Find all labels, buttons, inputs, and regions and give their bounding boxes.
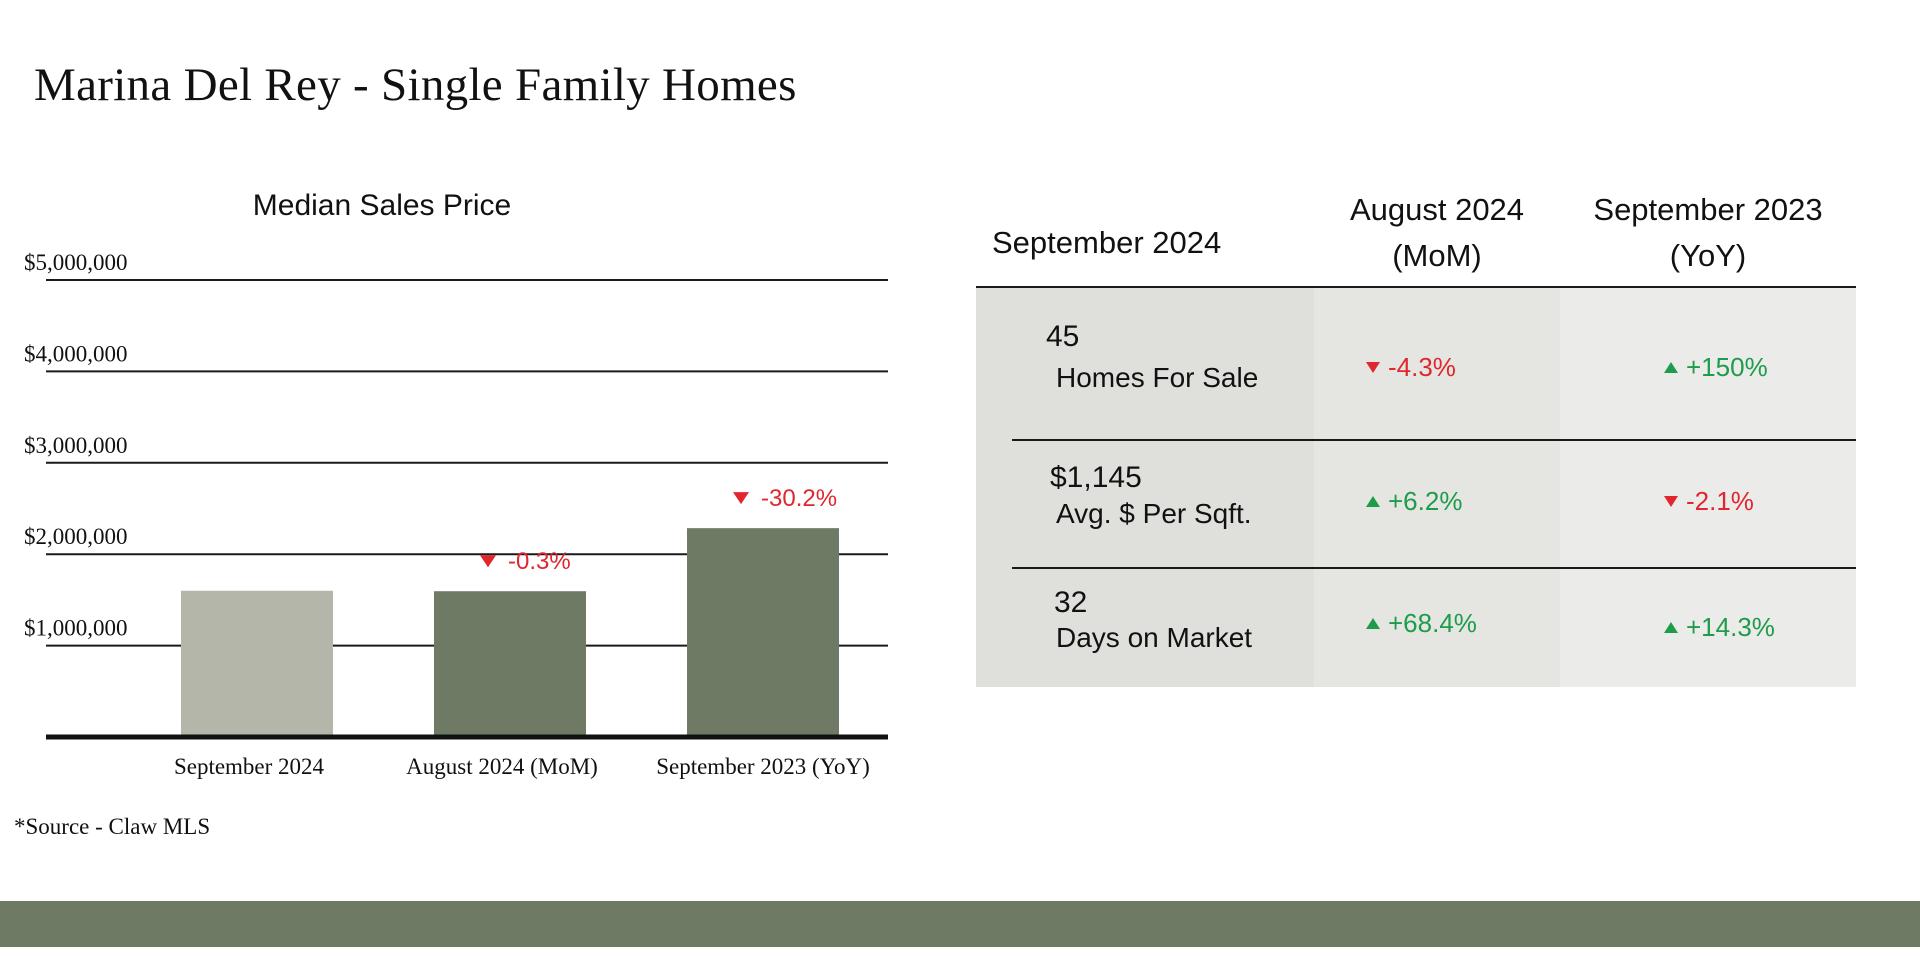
down-arrow-icon — [1664, 496, 1678, 507]
column-mom-bg — [1314, 287, 1560, 687]
y-tick-label: $4,000,000 — [24, 341, 128, 366]
header-current-label: September 2024 — [992, 224, 1222, 260]
metric-label: Homes For Sale — [1056, 362, 1259, 393]
metric-value: 32 — [1054, 586, 1088, 619]
yoy-change-value: -2.1% — [1686, 486, 1754, 516]
header-yoy: September 2023 (YoY) — [1560, 180, 1856, 286]
header-yoy-line2: (YoY) — [1669, 238, 1747, 273]
mom-change-value: -4.3% — [1388, 352, 1456, 382]
source-note: *Source - Claw MLS — [14, 814, 211, 839]
metric-label: Avg. $ Per Sqft. — [1056, 498, 1252, 529]
header-yoy-line1: September 2023 — [1593, 191, 1823, 227]
y-tick-label: $2,000,000 — [24, 524, 128, 549]
row-divider — [1012, 439, 1856, 441]
bar — [434, 591, 586, 737]
mom-change: +68.4% — [1366, 608, 1477, 639]
mom-change: -4.3% — [1366, 352, 1456, 383]
page-title: Marina Del Rey - Single Family Homes — [34, 59, 797, 111]
column-yoy-bg — [1560, 287, 1856, 687]
y-tick-label: $3,000,000 — [24, 433, 128, 458]
up-arrow-icon — [1664, 362, 1678, 373]
bar-delta-label: -0.3% — [508, 548, 571, 575]
up-arrow-icon — [1366, 496, 1380, 507]
row-divider — [1012, 567, 1856, 569]
bar-delta-label: -30.2% — [761, 485, 837, 512]
mom-change-value: +68.4% — [1388, 608, 1477, 638]
header-current-period: September 2024 — [976, 190, 1314, 296]
chart-title: Median Sales Price — [252, 189, 512, 222]
metric-value: 45 — [1046, 320, 1080, 353]
y-tick-label: $1,000,000 — [24, 616, 128, 641]
header-divider — [976, 286, 1856, 288]
yoy-change: -2.1% — [1664, 486, 1754, 517]
yoy-change-value: +150% — [1686, 352, 1768, 382]
down-arrow-icon — [733, 492, 749, 505]
yoy-change-value: +14.3% — [1686, 612, 1775, 642]
yoy-change: +14.3% — [1664, 612, 1775, 643]
x-category-label: September 2024 — [174, 754, 325, 779]
metric-value: $1,145 — [1050, 461, 1142, 494]
up-arrow-icon — [1366, 618, 1380, 629]
market-stats-table: September 2024 August 2024 (MoM) Septemb… — [976, 180, 1856, 690]
up-arrow-icon — [1664, 622, 1678, 633]
metric-label: Days on Market — [1056, 622, 1253, 653]
bar — [181, 590, 333, 737]
column-current-bg — [976, 287, 1314, 687]
median-sales-price-chart: $1,000,000 $2,000,000 $3,000,000 $4,000,000… — [24, 250, 888, 779]
down-arrow-icon — [480, 555, 496, 568]
yoy-change: +150% — [1664, 352, 1768, 383]
down-arrow-icon — [1366, 362, 1380, 373]
mom-change-value: +6.2% — [1388, 486, 1463, 516]
header-mom-line1: August 2024 — [1349, 191, 1525, 227]
bar — [687, 528, 839, 737]
header-mom-line2: (MoM) — [1392, 238, 1482, 273]
x-category-label: August 2024 (MoM) — [406, 754, 598, 779]
y-tick-label: $5,000,000 — [24, 250, 128, 275]
footer-band — [0, 901, 1920, 947]
mom-change: +6.2% — [1366, 486, 1462, 517]
x-category-label: September 2023 (YoY) — [656, 754, 870, 779]
header-mom: August 2024 (MoM) — [1314, 180, 1560, 286]
